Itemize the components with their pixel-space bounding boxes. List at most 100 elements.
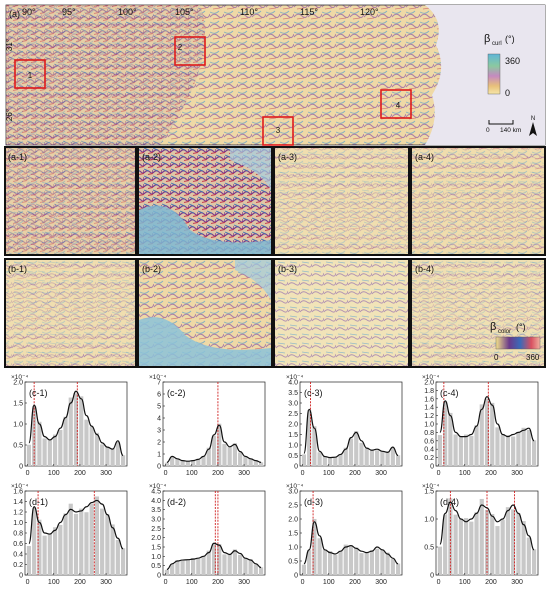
histogram-bar	[301, 564, 307, 575]
x-tick-label: 0	[26, 579, 30, 586]
y-exponent: ×10⁻⁴	[149, 374, 166, 381]
histogram-bar	[343, 447, 348, 466]
histogram-c-2: 0 1 2 3 4 5 6 7 0 100 200 300 ×10⁻⁴(c-2)	[149, 374, 266, 477]
panel-a-label: (a)	[9, 9, 20, 19]
y-tick-label: 1.5	[424, 489, 434, 496]
sea-area	[425, 5, 545, 145]
y-tick-label: 2.5	[288, 411, 298, 418]
density-curve	[303, 521, 399, 565]
latitude-labels: 31° 26°	[5, 39, 14, 121]
histogram-bar	[511, 436, 516, 466]
lon-label: 120°	[360, 7, 379, 17]
histogram-bar	[458, 436, 463, 466]
y-tick-label: 0	[19, 464, 23, 471]
histogram-bar	[26, 444, 32, 466]
histogram-bar	[317, 538, 322, 575]
histogram-bar	[32, 405, 37, 466]
histogram-bar	[375, 450, 380, 466]
histogram-bar	[338, 454, 343, 466]
y-tick-label: 1.6	[13, 489, 23, 496]
density-curve	[439, 501, 535, 551]
histogram-bar	[505, 507, 511, 575]
y-tick-label: 0	[430, 464, 434, 471]
histogram-bar	[354, 431, 359, 466]
histogram-bar	[105, 447, 110, 466]
histogram-bar	[37, 421, 42, 466]
y-tick-label: 1.0	[288, 545, 298, 552]
histogram-bar	[206, 550, 211, 575]
y-tick-label: 3.0	[288, 401, 298, 408]
y-tick-label: 0	[294, 573, 298, 580]
histogram-bar	[84, 512, 89, 575]
histogram-bar	[474, 512, 479, 575]
chart-label: (d-2)	[167, 497, 186, 507]
histogram-bar	[495, 526, 500, 575]
histogram-bar	[437, 546, 443, 575]
zoom-label-a-1: (a-1)	[8, 152, 27, 162]
x-tick-label: 100	[323, 470, 335, 477]
y-tick-label: 1.4	[424, 405, 434, 412]
roi-box-2: 2	[174, 36, 206, 66]
chart-label: (c-1)	[29, 388, 48, 398]
histogram-bar	[380, 451, 385, 466]
x-tick-label: 0	[437, 470, 441, 477]
y-tick-label: 1.8	[424, 388, 434, 395]
histogram-d-3: 0 0.5 1.0 1.5 2.0 2.5 3.0 0 100 200 300 ×10⁻⁴(d-3)	[286, 483, 403, 586]
histogram-c-4: 0 0.20.4 0.60.81.0 1.21.4 1.61.82.0 0 100 200 30…	[422, 374, 539, 477]
histogram-d-2: 0 0.5 1.0 1.5 2.0 2.5 3.0 3.5 4.0 4.5 0 100 200 300 ×1…	[149, 483, 266, 586]
histogram-bar	[500, 434, 505, 466]
histogram-bar	[395, 563, 401, 575]
density-curve	[166, 542, 262, 570]
histogram-bar	[327, 551, 333, 575]
x-tick-label: 0	[26, 470, 30, 477]
histogram-bar	[301, 454, 307, 466]
zoom-a-3: (a-3)	[275, 148, 408, 254]
x-tick-label: 0	[437, 579, 441, 586]
x-tick-label: 300	[238, 470, 250, 477]
histogram-bar	[190, 558, 196, 575]
histogram-bar	[68, 397, 73, 466]
roi-label-4: 4	[396, 101, 401, 110]
x-tick-label: 200	[74, 470, 86, 477]
y-exponent: ×10⁻⁴	[286, 483, 303, 490]
lat-label: 31°	[5, 39, 14, 51]
histogram-bar	[390, 447, 395, 466]
y-tick-label: 3.5	[288, 390, 298, 397]
histogram-bar	[359, 442, 364, 466]
y-tick-label: 0.5	[288, 559, 298, 566]
histogram-bar	[238, 554, 243, 575]
legend-b: β color (°) 0 360	[490, 321, 541, 362]
histogram-bar	[258, 567, 264, 575]
histogram-bar	[364, 448, 369, 466]
y-tick-label: 1.0	[13, 422, 23, 429]
north-label: N	[531, 116, 535, 122]
y-tick-label: 2.0	[151, 535, 161, 542]
histogram-bar	[443, 401, 448, 466]
histogram-bar	[307, 550, 312, 575]
y-tick-label: 3	[157, 428, 161, 435]
histogram-bar	[526, 537, 531, 575]
roi-box-1: 1	[14, 59, 46, 89]
histogram-bar	[89, 426, 94, 466]
zoom-a-4: (a-4)	[412, 148, 544, 254]
histogram-bar	[516, 432, 521, 466]
histogram-bar	[206, 447, 211, 466]
histogram-bar	[469, 435, 474, 466]
y-tick-label: 1.5	[151, 545, 161, 552]
histogram-bar	[390, 558, 395, 575]
y-tick-label: 4	[157, 416, 161, 423]
density-curve	[166, 424, 262, 463]
histogram-bar	[238, 452, 243, 466]
y-tick-label: 0	[430, 573, 434, 580]
histogram-bar	[217, 423, 222, 466]
scale-bar-distance: 140 km	[500, 127, 521, 134]
density-curve	[28, 499, 124, 550]
histogram-bar	[443, 514, 448, 575]
histogram-bar	[227, 554, 232, 575]
x-tick-label: 200	[485, 579, 497, 586]
histogram-bar	[100, 508, 105, 575]
histogram-d-1: 0 0.2 0.4 0.6 0.8 1.0 1.2 1.4 1.6 0 100 200 300 ×10⁻⁴…	[11, 483, 128, 586]
y-tick-label: 1.0	[288, 443, 298, 450]
histogram-bar	[243, 456, 248, 466]
zoom-label-b-3: (b-3)	[278, 264, 297, 274]
